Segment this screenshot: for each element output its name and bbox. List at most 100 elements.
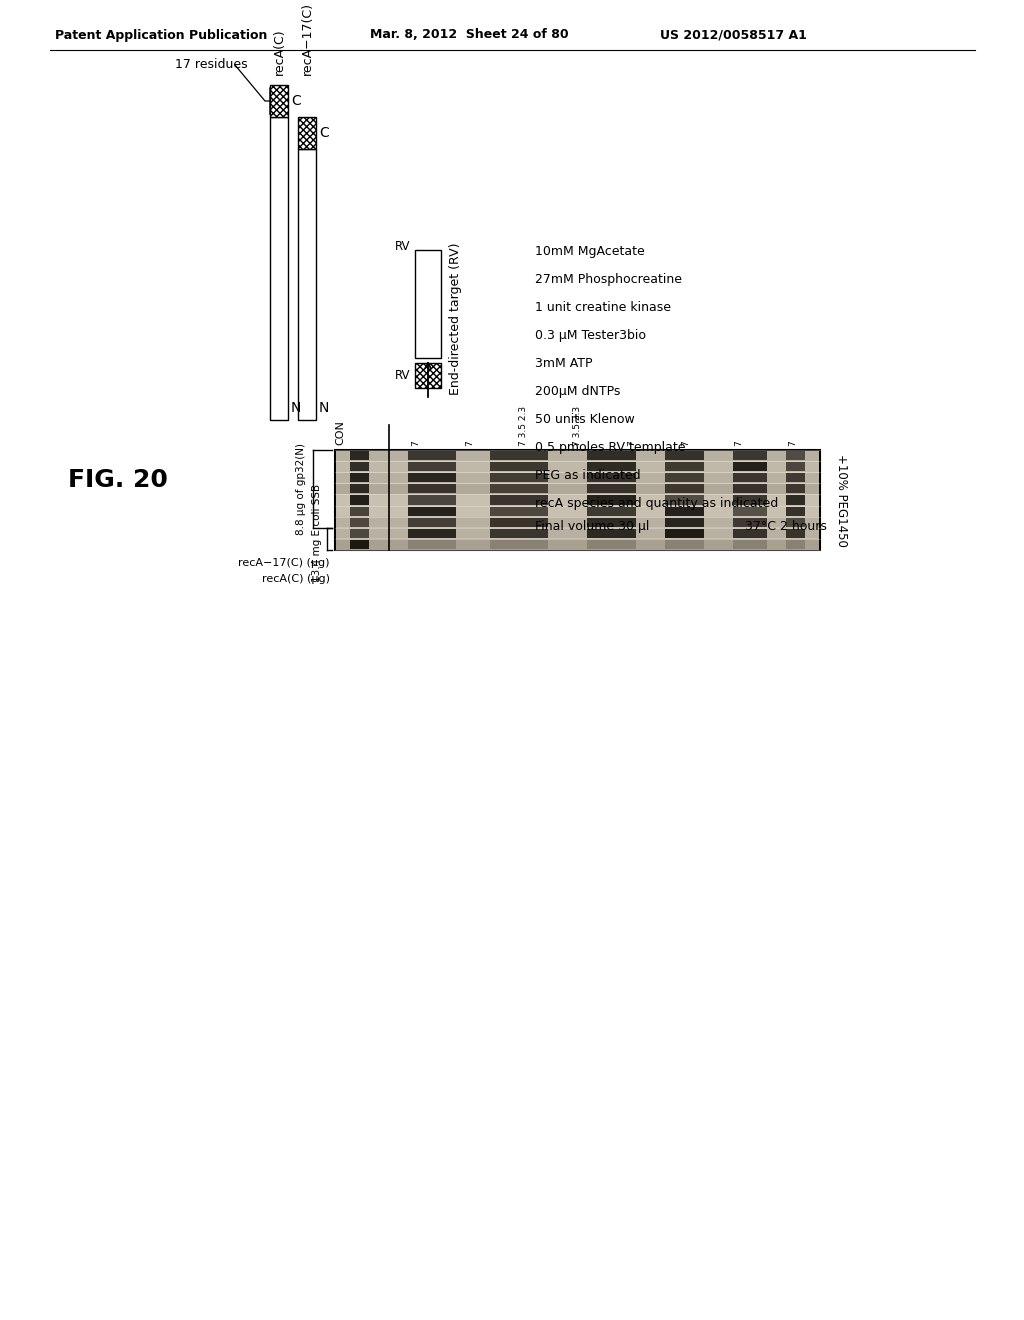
Text: End-directed target (RV): End-directed target (RV)	[449, 243, 462, 395]
Bar	[408, 517, 457, 527]
Bar	[336, 506, 819, 516]
Bar	[349, 484, 369, 494]
Bar	[786, 484, 806, 494]
Text: 17 residues: 17 residues	[175, 58, 248, 71]
Bar	[786, 517, 806, 527]
Bar	[336, 473, 819, 483]
Bar	[786, 507, 806, 516]
Text: 1 unit creatine kinase: 1 unit creatine kinase	[535, 301, 671, 314]
Bar	[490, 540, 549, 549]
Bar	[335, 450, 820, 550]
Text: Mar. 8, 2012  Sheet 24 of 80: Mar. 8, 2012 Sheet 24 of 80	[370, 29, 568, 41]
Text: C: C	[291, 94, 301, 108]
Text: +10% PEG1450: +10% PEG1450	[835, 454, 848, 546]
Text: RV: RV	[394, 240, 410, 253]
Bar	[408, 474, 457, 482]
Bar	[336, 462, 819, 471]
Bar	[665, 484, 703, 494]
Bar	[408, 484, 457, 494]
Bar	[270, 84, 288, 117]
Bar	[349, 495, 369, 504]
Text: PEG as indicated: PEG as indicated	[535, 469, 641, 482]
Bar	[349, 451, 369, 461]
Text: 7: 7	[788, 441, 798, 446]
Bar	[408, 451, 457, 461]
Bar	[298, 117, 316, 149]
Bar	[408, 495, 457, 504]
Bar	[733, 451, 767, 461]
Text: 7 3.5 2.3: 7 3.5 2.3	[573, 405, 582, 446]
Text: Final volume 30 μl: Final volume 30 μl	[535, 520, 649, 533]
Bar	[665, 529, 703, 537]
Bar	[587, 484, 636, 494]
Bar	[349, 462, 369, 471]
Text: 7: 7	[734, 441, 743, 446]
Text: 3mM ATP: 3mM ATP	[535, 356, 593, 370]
Text: RV: RV	[394, 370, 410, 381]
Text: 13.4 mg E.coli SSB: 13.4 mg E.coli SSB	[312, 484, 322, 582]
Text: 7: 7	[681, 441, 690, 446]
Text: N: N	[319, 401, 330, 414]
Bar	[408, 462, 457, 471]
Bar	[349, 474, 369, 482]
Bar	[587, 529, 636, 537]
Bar	[587, 540, 636, 549]
Bar	[733, 529, 767, 537]
Bar	[733, 484, 767, 494]
Bar	[665, 517, 703, 527]
Bar	[786, 495, 806, 504]
Bar	[336, 484, 819, 494]
Bar	[733, 517, 767, 527]
Bar	[490, 495, 549, 504]
Text: 37°C 2 hours: 37°C 2 hours	[745, 520, 826, 533]
Bar	[336, 495, 819, 506]
Text: 8.8 μg of gp32(N): 8.8 μg of gp32(N)	[296, 444, 306, 535]
Text: FIG. 20: FIG. 20	[68, 469, 168, 492]
Bar	[349, 540, 369, 549]
Bar	[408, 540, 457, 549]
Text: 7: 7	[627, 441, 636, 446]
Bar	[733, 540, 767, 549]
Bar	[786, 540, 806, 549]
Bar	[336, 528, 819, 539]
Bar	[349, 507, 369, 516]
Text: recA(C) (μg): recA(C) (μg)	[262, 574, 330, 583]
Bar	[587, 462, 636, 471]
Text: 27mM Phosphocreatine: 27mM Phosphocreatine	[535, 273, 682, 286]
Bar	[349, 529, 369, 537]
Bar	[665, 462, 703, 471]
Text: CON: CON	[336, 420, 345, 445]
Bar	[490, 529, 549, 537]
Bar	[415, 249, 441, 358]
Bar	[336, 517, 819, 527]
Bar	[587, 507, 636, 516]
Text: 200μM dNTPs: 200μM dNTPs	[535, 385, 621, 399]
Text: recA−17(C) (μg): recA−17(C) (μg)	[239, 558, 330, 568]
Text: 10mM MgAcetate: 10mM MgAcetate	[535, 246, 645, 257]
Bar	[349, 517, 369, 527]
Text: 7: 7	[412, 441, 420, 446]
Bar	[786, 451, 806, 461]
Bar	[665, 507, 703, 516]
Bar	[408, 507, 457, 516]
Bar	[733, 507, 767, 516]
Text: C: C	[319, 125, 329, 140]
Bar	[298, 149, 316, 420]
Bar	[786, 529, 806, 537]
Text: 0.3 μM Tester3bio: 0.3 μM Tester3bio	[535, 329, 646, 342]
Bar	[733, 495, 767, 504]
Text: Patent Application Publication: Patent Application Publication	[55, 29, 267, 41]
Bar	[490, 484, 549, 494]
Text: 50 units Klenow: 50 units Klenow	[535, 413, 635, 426]
Bar	[490, 462, 549, 471]
Bar	[270, 117, 288, 420]
Bar	[415, 363, 441, 388]
Text: recA(C): recA(C)	[272, 28, 286, 75]
Text: recA−17(C): recA−17(C)	[300, 3, 313, 75]
Text: 0.5 pmoles RV template: 0.5 pmoles RV template	[535, 441, 685, 454]
Bar	[490, 451, 549, 461]
Bar	[733, 462, 767, 471]
Bar	[786, 462, 806, 471]
Bar	[490, 507, 549, 516]
Text: 7: 7	[465, 441, 474, 446]
